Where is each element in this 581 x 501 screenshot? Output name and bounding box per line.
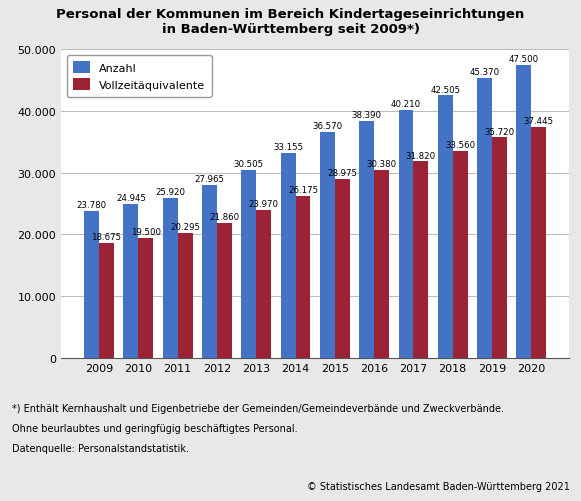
Text: 30.380: 30.380 <box>367 160 397 169</box>
Bar <box>256 210 271 358</box>
Bar <box>374 171 389 358</box>
Text: 42.505: 42.505 <box>430 86 460 94</box>
Text: 36.570: 36.570 <box>313 122 342 131</box>
Bar <box>217 223 232 358</box>
Text: 40.210: 40.210 <box>391 100 421 109</box>
Bar <box>123 204 138 358</box>
Bar <box>492 138 507 358</box>
Text: 28.975: 28.975 <box>327 169 357 178</box>
Text: 35.720: 35.720 <box>485 127 515 136</box>
Text: 38.390: 38.390 <box>352 111 382 120</box>
Bar <box>84 212 99 358</box>
Legend: Anzahl, Vollzeitäquivalente: Anzahl, Vollzeitäquivalente <box>67 56 211 97</box>
Bar <box>138 238 153 358</box>
Text: 30.505: 30.505 <box>234 159 264 168</box>
Bar <box>178 233 192 358</box>
Bar <box>99 243 114 358</box>
Text: 27.965: 27.965 <box>195 175 224 184</box>
Text: 20.295: 20.295 <box>170 222 200 231</box>
Text: *) Enthält Kernhaushalt und Eigenbetriebe der Gemeinden/Gemeindeverbände und Zwe: *) Enthält Kernhaushalt und Eigenbetrieb… <box>12 403 504 413</box>
Bar <box>163 198 178 358</box>
Bar <box>453 151 468 358</box>
Text: 26.175: 26.175 <box>288 186 318 195</box>
Text: © Statistisches Landesamt Baden-Württemberg 2021: © Statistisches Landesamt Baden-Württemb… <box>307 481 569 491</box>
Text: 33.155: 33.155 <box>273 143 303 152</box>
Bar <box>414 162 428 358</box>
Bar <box>296 197 310 358</box>
Text: 24.945: 24.945 <box>116 194 146 202</box>
Bar <box>517 66 532 358</box>
Text: Ohne beurlaubtes und geringfügig beschäftigtes Personal.: Ohne beurlaubtes und geringfügig beschäf… <box>12 423 297 433</box>
Bar <box>281 154 296 358</box>
Text: 25.920: 25.920 <box>155 188 185 196</box>
Bar <box>202 186 217 358</box>
Bar <box>335 180 350 358</box>
Text: 19.500: 19.500 <box>131 227 161 236</box>
Bar <box>399 110 414 358</box>
Text: 31.820: 31.820 <box>406 151 436 160</box>
Bar <box>241 170 256 358</box>
Text: Datenquelle: Personalstandstatistik.: Datenquelle: Personalstandstatistik. <box>12 443 189 453</box>
Bar <box>532 127 546 358</box>
Text: 23.780: 23.780 <box>77 201 107 210</box>
Text: Personal der Kommunen im Bereich Kindertageseinrichtungen
in Baden-Württemberg s: Personal der Kommunen im Bereich Kindert… <box>56 8 525 36</box>
Bar <box>359 122 374 358</box>
Text: 45.370: 45.370 <box>469 68 500 77</box>
Bar <box>320 133 335 358</box>
Bar <box>438 96 453 358</box>
Text: 18.675: 18.675 <box>91 232 121 241</box>
Text: 37.445: 37.445 <box>523 117 554 126</box>
Bar <box>477 79 492 358</box>
Text: 21.860: 21.860 <box>209 213 239 221</box>
Text: 33.560: 33.560 <box>445 141 475 150</box>
Text: 47.500: 47.500 <box>509 55 539 64</box>
Text: 23.970: 23.970 <box>249 200 279 208</box>
